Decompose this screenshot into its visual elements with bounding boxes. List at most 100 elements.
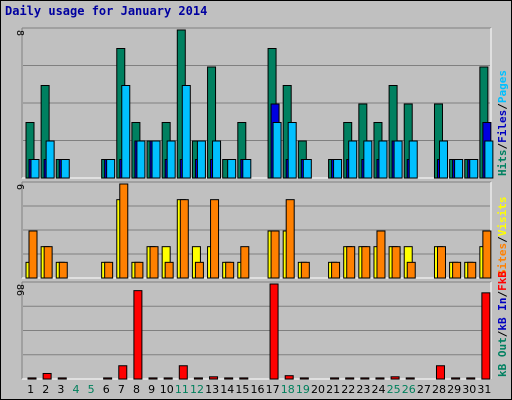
legend-entry: / xyxy=(496,330,509,337)
panel-max-label: 86 xyxy=(14,284,25,296)
bar-pages xyxy=(469,159,479,179)
bar-sites xyxy=(43,246,53,279)
bar-pages xyxy=(408,140,418,179)
legend-entry: kB Out xyxy=(496,337,509,377)
day-label: 9 xyxy=(148,383,155,396)
bar-kbytes xyxy=(481,292,491,380)
bar-kbytes xyxy=(284,375,294,380)
day-label: 30 xyxy=(462,383,476,396)
legend-entry: F xyxy=(496,284,509,291)
bar-sites xyxy=(179,199,189,279)
bar-kbytes xyxy=(133,290,143,380)
day-label: 17 xyxy=(266,383,280,396)
legend-entry: Visits xyxy=(496,197,509,237)
bar-sites xyxy=(28,230,38,279)
bar-kbytes xyxy=(299,377,309,380)
bar-sites xyxy=(285,199,295,279)
bar-pages xyxy=(151,140,161,179)
day-label: 11 xyxy=(175,383,189,396)
day-label: 4 xyxy=(72,383,79,396)
bar-pages xyxy=(212,140,222,179)
bar-sites xyxy=(452,261,462,279)
day-label: 18 xyxy=(281,383,295,396)
legend-entry: kB xyxy=(496,271,509,285)
bar-sites xyxy=(300,261,310,279)
legend-entry: Pages xyxy=(496,70,509,103)
bar-sites xyxy=(240,246,250,279)
day-label: 23 xyxy=(356,383,370,396)
bar-pages xyxy=(378,140,388,179)
day-label: 15 xyxy=(235,383,249,396)
bar-pages xyxy=(363,140,373,179)
legend-entry: / xyxy=(496,143,509,150)
day-label: 14 xyxy=(220,383,234,396)
bar-pages xyxy=(438,140,448,179)
day-label: 21 xyxy=(326,383,340,396)
day-label: 12 xyxy=(190,383,204,396)
bar-sites xyxy=(210,199,220,279)
bar-sites xyxy=(225,261,235,279)
bar-pages xyxy=(272,122,282,179)
bar-sites xyxy=(436,246,446,279)
bar-pages xyxy=(181,85,191,179)
bar-sites xyxy=(482,230,492,279)
bar-pages xyxy=(302,159,312,179)
bar-pages xyxy=(60,159,70,179)
bar-sites xyxy=(361,246,371,279)
bar-sites xyxy=(58,261,68,279)
bar-kbytes xyxy=(239,377,249,380)
bar-kbytes xyxy=(148,377,158,380)
chart-title: Daily usage for January 2014 xyxy=(5,4,208,18)
legend-entry: Hits xyxy=(496,150,509,177)
bar-sites xyxy=(376,230,386,279)
day-label: 1 xyxy=(27,383,34,396)
bar-kbytes xyxy=(103,377,113,380)
bar-kbytes xyxy=(209,376,219,380)
day-label: 10 xyxy=(160,383,174,396)
day-label: 5 xyxy=(88,383,95,396)
day-label: 26 xyxy=(402,383,416,396)
day-label: 19 xyxy=(296,383,310,396)
bar-sites xyxy=(331,261,341,279)
bar-kbytes xyxy=(345,377,355,380)
bar-pages xyxy=(454,159,464,179)
day-label: 13 xyxy=(205,383,219,396)
bar-pages xyxy=(196,140,206,179)
day-label: 31 xyxy=(477,383,491,396)
bar-kbytes xyxy=(118,365,128,380)
legend-entry: kB In xyxy=(496,298,509,331)
bar-pages xyxy=(242,159,252,179)
day-label: 28 xyxy=(432,383,446,396)
bar-pages xyxy=(121,85,131,179)
panel-legend: kB Out/kB In/FkB xyxy=(496,271,509,377)
bar-pages xyxy=(106,159,116,179)
bar-sites xyxy=(194,261,204,279)
bar-kbytes xyxy=(178,365,188,380)
bar-kbytes xyxy=(360,377,370,380)
bar-sites xyxy=(391,246,401,279)
bar-kbytes xyxy=(27,377,37,380)
panel-legend: Sites/Visits xyxy=(496,197,509,277)
legend-entry: Sites xyxy=(496,243,509,276)
panel-max-label: 6 xyxy=(14,184,25,190)
bar-kbytes xyxy=(451,377,461,380)
bar-pages xyxy=(333,159,343,179)
legend-entry: / xyxy=(496,236,509,243)
bar-kbytes xyxy=(42,372,52,380)
panel-max-label: 8 xyxy=(14,30,25,36)
bar-kbytes xyxy=(435,365,445,380)
legend-entry: / xyxy=(496,291,509,298)
bar-kbytes xyxy=(57,377,67,380)
bar-sites xyxy=(164,261,174,279)
bar-pages xyxy=(30,159,40,179)
bar-pages xyxy=(227,159,237,179)
bar-kbytes xyxy=(405,377,415,380)
day-label: 16 xyxy=(251,383,265,396)
day-label: 20 xyxy=(311,383,325,396)
bar-sites xyxy=(104,261,114,279)
bar-kbytes xyxy=(330,377,340,380)
bar-sites xyxy=(270,230,280,279)
day-label: 3 xyxy=(57,383,64,396)
bar-kbytes xyxy=(193,377,203,380)
